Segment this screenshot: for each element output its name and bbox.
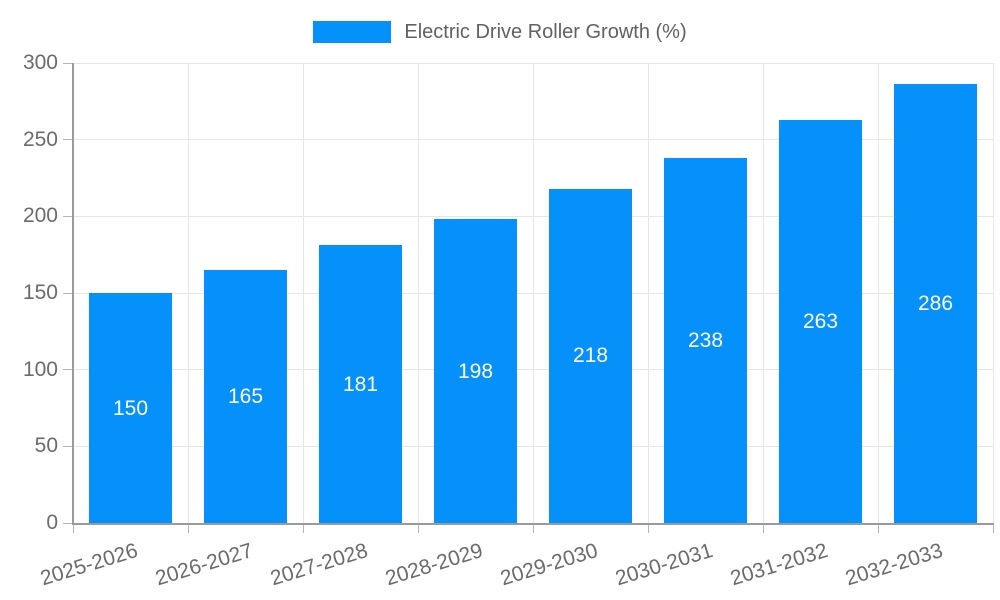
y-axis-tick-label: 200 xyxy=(22,204,58,228)
bar-value-label: 263 xyxy=(802,309,839,333)
y-axis-tick-label: 300 xyxy=(22,51,58,74)
x-axis-category-label: 2027-2028 xyxy=(267,538,371,591)
bar[interactable]: 218 xyxy=(549,188,632,523)
x-axis-tick xyxy=(417,523,419,533)
x-axis-category-label: 2025-2026 xyxy=(37,538,141,591)
bar-value-label: 286 xyxy=(917,292,954,316)
y-axis-tick xyxy=(63,369,73,371)
bar-value-label: 238 xyxy=(687,329,724,353)
x-gridline xyxy=(762,63,764,523)
x-gridline xyxy=(532,63,534,523)
bar-value-label: 165 xyxy=(227,385,264,408)
y-axis-tick xyxy=(63,292,73,294)
x-axis-tick xyxy=(877,523,879,533)
y-axis-tick xyxy=(63,522,73,524)
x-axis-category-label: 2032-2033 xyxy=(842,538,946,591)
bar[interactable]: 150 xyxy=(89,293,172,523)
y-axis-tick-label: 50 xyxy=(34,434,58,458)
y-axis-tick-label: 0 xyxy=(46,511,58,534)
x-axis-line xyxy=(72,523,994,525)
x-gridline xyxy=(992,63,994,523)
y-axis-tick xyxy=(63,62,73,64)
bar[interactable]: 263 xyxy=(779,119,862,523)
y-axis-tick-label: 250 xyxy=(22,127,58,151)
y-axis-tick xyxy=(63,445,73,447)
x-axis-tick xyxy=(532,523,534,533)
x-axis-category-label: 2031-2032 xyxy=(727,538,831,591)
x-axis-tick xyxy=(72,523,74,533)
y-axis-tick-label: 150 xyxy=(22,281,58,304)
x-axis-tick xyxy=(647,523,649,533)
bar[interactable]: 286 xyxy=(894,84,977,523)
legend-label: Electric Drive Roller Growth (%) xyxy=(404,21,687,43)
x-axis-tick xyxy=(187,523,189,533)
y-axis-tick xyxy=(63,215,73,217)
y-axis-line xyxy=(72,63,74,525)
x-gridline xyxy=(877,63,879,523)
bar[interactable]: 198 xyxy=(434,219,517,523)
x-gridline xyxy=(187,63,189,523)
bar-value-label: 218 xyxy=(572,344,609,368)
x-gridline xyxy=(302,63,304,523)
x-axis-tick xyxy=(992,523,994,533)
x-axis-category-label: 2026-2027 xyxy=(152,538,256,591)
bar-value-label: 198 xyxy=(457,359,494,383)
x-axis-category-label: 2030-2031 xyxy=(612,538,716,591)
legend-swatch-icon xyxy=(313,21,392,43)
x-gridline xyxy=(647,63,649,523)
y-axis-tick xyxy=(63,139,73,141)
x-axis-category-label: 2028-2029 xyxy=(382,538,486,591)
x-axis-category-label: 2029-2030 xyxy=(497,538,601,591)
legend[interactable]: Electric Drive Roller Growth (%) xyxy=(0,21,1000,43)
bar[interactable]: 165 xyxy=(204,270,287,523)
bar[interactable]: 181 xyxy=(319,245,402,523)
x-axis-tick xyxy=(762,523,764,533)
bar[interactable]: 238 xyxy=(664,158,747,523)
y-axis-tick-label: 100 xyxy=(22,357,58,381)
x-axis-tick xyxy=(302,523,304,533)
bar-value-label: 181 xyxy=(342,372,379,396)
x-gridline xyxy=(417,63,419,523)
bar-value-label: 150 xyxy=(112,396,149,420)
